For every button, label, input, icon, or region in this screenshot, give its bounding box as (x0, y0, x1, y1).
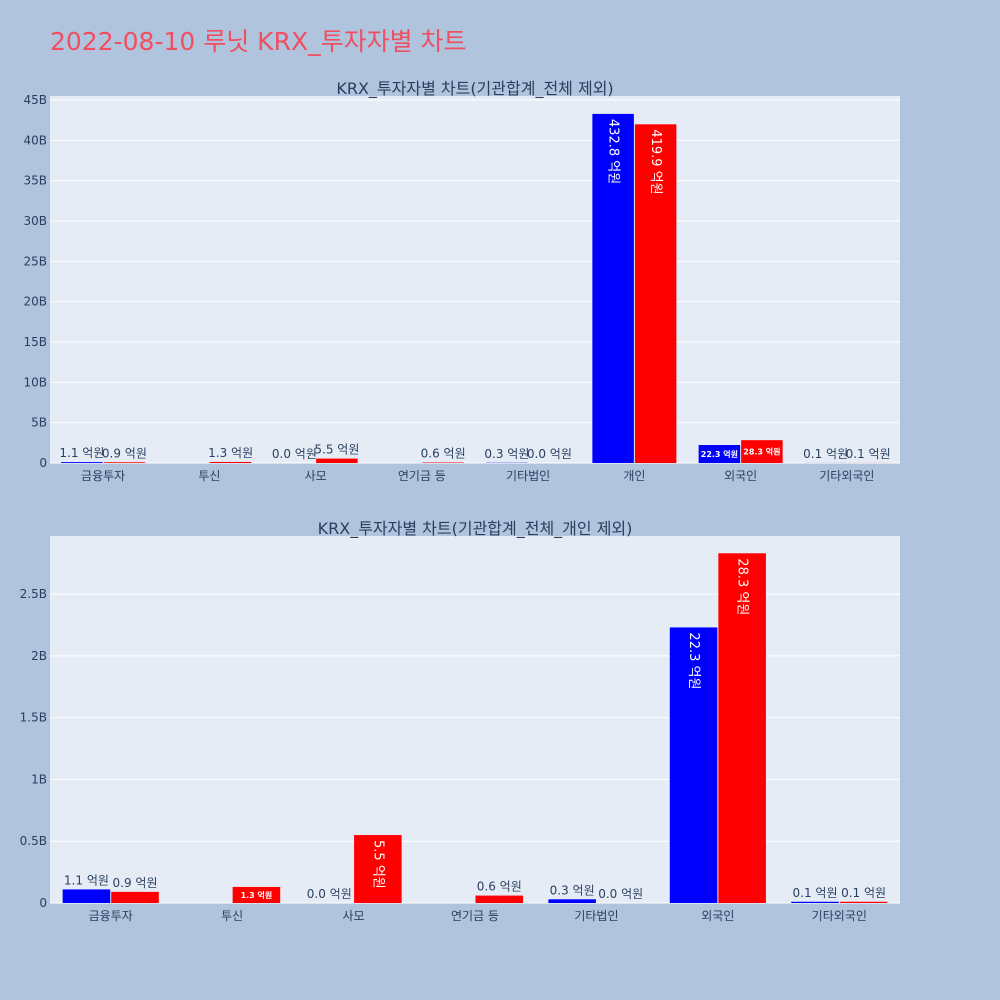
x-tick-label: 기타법인 (506, 469, 550, 483)
data-label: 419.9 억원 (648, 129, 663, 194)
y-tick-label: 0.5B (20, 834, 47, 848)
plot-area (50, 536, 900, 903)
bar (592, 113, 634, 463)
data-label: 0.6 억원 (477, 880, 522, 894)
x-tick-label: 투신 (198, 469, 220, 483)
x-tick-label: 기타법인 (574, 909, 618, 923)
bar (354, 835, 402, 903)
data-label: 0.3 억원 (550, 883, 595, 897)
bar (698, 445, 741, 463)
data-label: 0.6 억원 (421, 447, 466, 461)
data-label: 0.1 억원 (846, 447, 891, 461)
data-label: 0.3 억원 (484, 447, 529, 461)
bar (111, 891, 159, 903)
x-tick-label: 기타외국인 (812, 909, 867, 923)
data-label: 0.1 억원 (803, 447, 848, 461)
y-tick-label: 40B (23, 133, 47, 147)
x-tick-label: 기타외국인 (819, 469, 874, 483)
x-tick-label: 금융투자 (81, 469, 125, 483)
y-tick-label: 45B (23, 93, 47, 107)
bar (741, 440, 783, 463)
investor-chart-bottom: KRX_투자자별 차트(기관합계_전체_개인 제외) 0 0.5B 1B 1.5B 2B 2… (20, 519, 900, 923)
y-tick-label: 1B (31, 772, 47, 786)
bar (475, 895, 524, 903)
data-label: 0.0 억원 (272, 447, 317, 461)
x-tick-label: 개인 (623, 469, 645, 483)
y-tick-label: 2B (31, 649, 47, 663)
data-label: 22.3 억원 (686, 632, 701, 689)
data-label: 0.1 억원 (841, 886, 886, 900)
data-label: 5.5 억원 (314, 443, 359, 457)
bar (791, 901, 839, 903)
y-tick-label: 30B (23, 214, 47, 228)
x-tick-label: 사모 (343, 909, 365, 923)
data-label: 5.5 억원 (370, 840, 385, 889)
chart-title: KRX_투자자별 차트(기관합계_전체 제외) (336, 79, 613, 99)
x-tick-label: 금융투자 (89, 909, 133, 923)
bar (62, 889, 111, 903)
data-label: 0.1 억원 (793, 886, 838, 900)
bar (718, 553, 766, 903)
data-label: 0.0 억원 (307, 887, 352, 901)
x-tick-label: 연기금 등 (451, 909, 499, 923)
chart-title: KRX_투자자별 차트(기관합계_전체_개인 제외) (318, 519, 633, 539)
x-tick-label: 투신 (221, 909, 243, 923)
x-tick-label: 외국인 (701, 909, 734, 923)
data-label: 28.3 억원 (743, 447, 780, 457)
bar (61, 462, 103, 463)
data-label: 432.8 억원 (606, 119, 621, 184)
data-label: 28.3 억원 (735, 558, 750, 615)
data-label: 1.3 억원 (241, 890, 273, 900)
data-label: 1.1 억원 (64, 873, 109, 887)
y-tick-label: 0 (39, 456, 47, 470)
x-tick-label: 외국인 (724, 469, 757, 483)
bar (232, 886, 281, 903)
plot-area (50, 96, 900, 463)
data-label: 0.0 억원 (527, 447, 572, 461)
investor-chart-top: KRX_투자자별 차트(기관합계_전체 제외) 0 5B 10B 15B 20B 25B 30… (23, 79, 900, 483)
y-tick-label: 1.5B (20, 711, 47, 725)
y-tick-label: 0 (39, 896, 47, 910)
bar (839, 901, 888, 903)
y-tick-label: 15B (23, 335, 47, 349)
data-label: 0.9 억원 (113, 876, 158, 890)
bar (103, 462, 146, 463)
data-label: 22.3 억원 (701, 449, 738, 459)
bar (634, 124, 677, 463)
x-tick-label: 사모 (305, 469, 327, 483)
data-label: 1.1 억원 (59, 446, 104, 460)
data-label: 0.0 억원 (598, 887, 643, 901)
y-tick-label: 25B (23, 254, 47, 268)
y-tick-label: 2.5B (20, 587, 47, 601)
y-tick-label: 5B (31, 416, 47, 430)
bar (669, 627, 718, 903)
bar (548, 899, 596, 903)
y-tick-label: 35B (23, 174, 47, 188)
page-title: 2022-08-10 루닛 KRX_투자자별 차트 (50, 27, 467, 56)
bar (209, 461, 252, 463)
y-tick-label: 10B (23, 375, 47, 389)
data-label: 0.9 억원 (102, 446, 147, 460)
data-label: 1.3 억원 (208, 446, 253, 460)
y-tick-label: 20B (23, 295, 47, 309)
bar (316, 458, 358, 463)
x-tick-label: 연기금 등 (398, 469, 446, 483)
